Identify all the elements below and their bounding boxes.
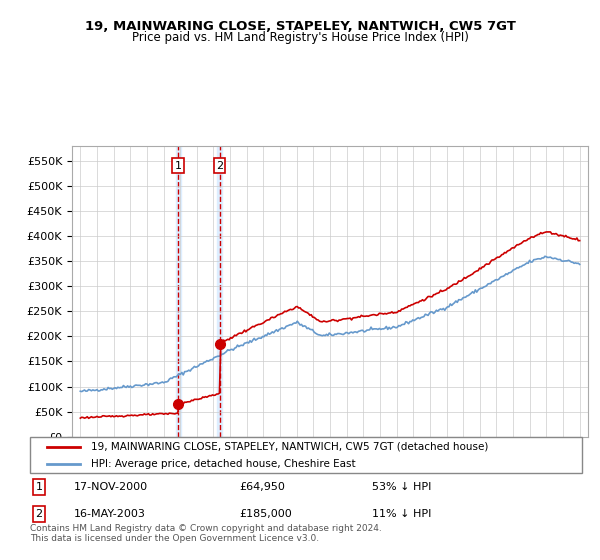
Text: 1: 1 xyxy=(175,161,182,171)
Text: 1: 1 xyxy=(35,482,43,492)
Text: 2: 2 xyxy=(216,161,223,171)
Text: Price paid vs. HM Land Registry's House Price Index (HPI): Price paid vs. HM Land Registry's House … xyxy=(131,31,469,44)
Text: 53% ↓ HPI: 53% ↓ HPI xyxy=(372,482,431,492)
Text: £64,950: £64,950 xyxy=(240,482,286,492)
Text: 17-NOV-2000: 17-NOV-2000 xyxy=(74,482,148,492)
Text: 11% ↓ HPI: 11% ↓ HPI xyxy=(372,509,431,519)
Bar xyxy=(176,146,181,437)
Text: Contains HM Land Registry data © Crown copyright and database right 2024.
This d: Contains HM Land Registry data © Crown c… xyxy=(30,524,382,543)
Text: 19, MAINWARING CLOSE, STAPELEY, NANTWICH, CW5 7GT (detached house): 19, MAINWARING CLOSE, STAPELEY, NANTWICH… xyxy=(91,442,488,452)
Text: 2: 2 xyxy=(35,509,43,519)
Bar xyxy=(217,146,222,437)
Text: £185,000: £185,000 xyxy=(240,509,293,519)
Text: HPI: Average price, detached house, Cheshire East: HPI: Average price, detached house, Ches… xyxy=(91,459,355,469)
Text: 19, MAINWARING CLOSE, STAPELEY, NANTWICH, CW5 7GT: 19, MAINWARING CLOSE, STAPELEY, NANTWICH… xyxy=(85,20,515,32)
Text: 16-MAY-2003: 16-MAY-2003 xyxy=(74,509,146,519)
FancyBboxPatch shape xyxy=(30,437,582,473)
